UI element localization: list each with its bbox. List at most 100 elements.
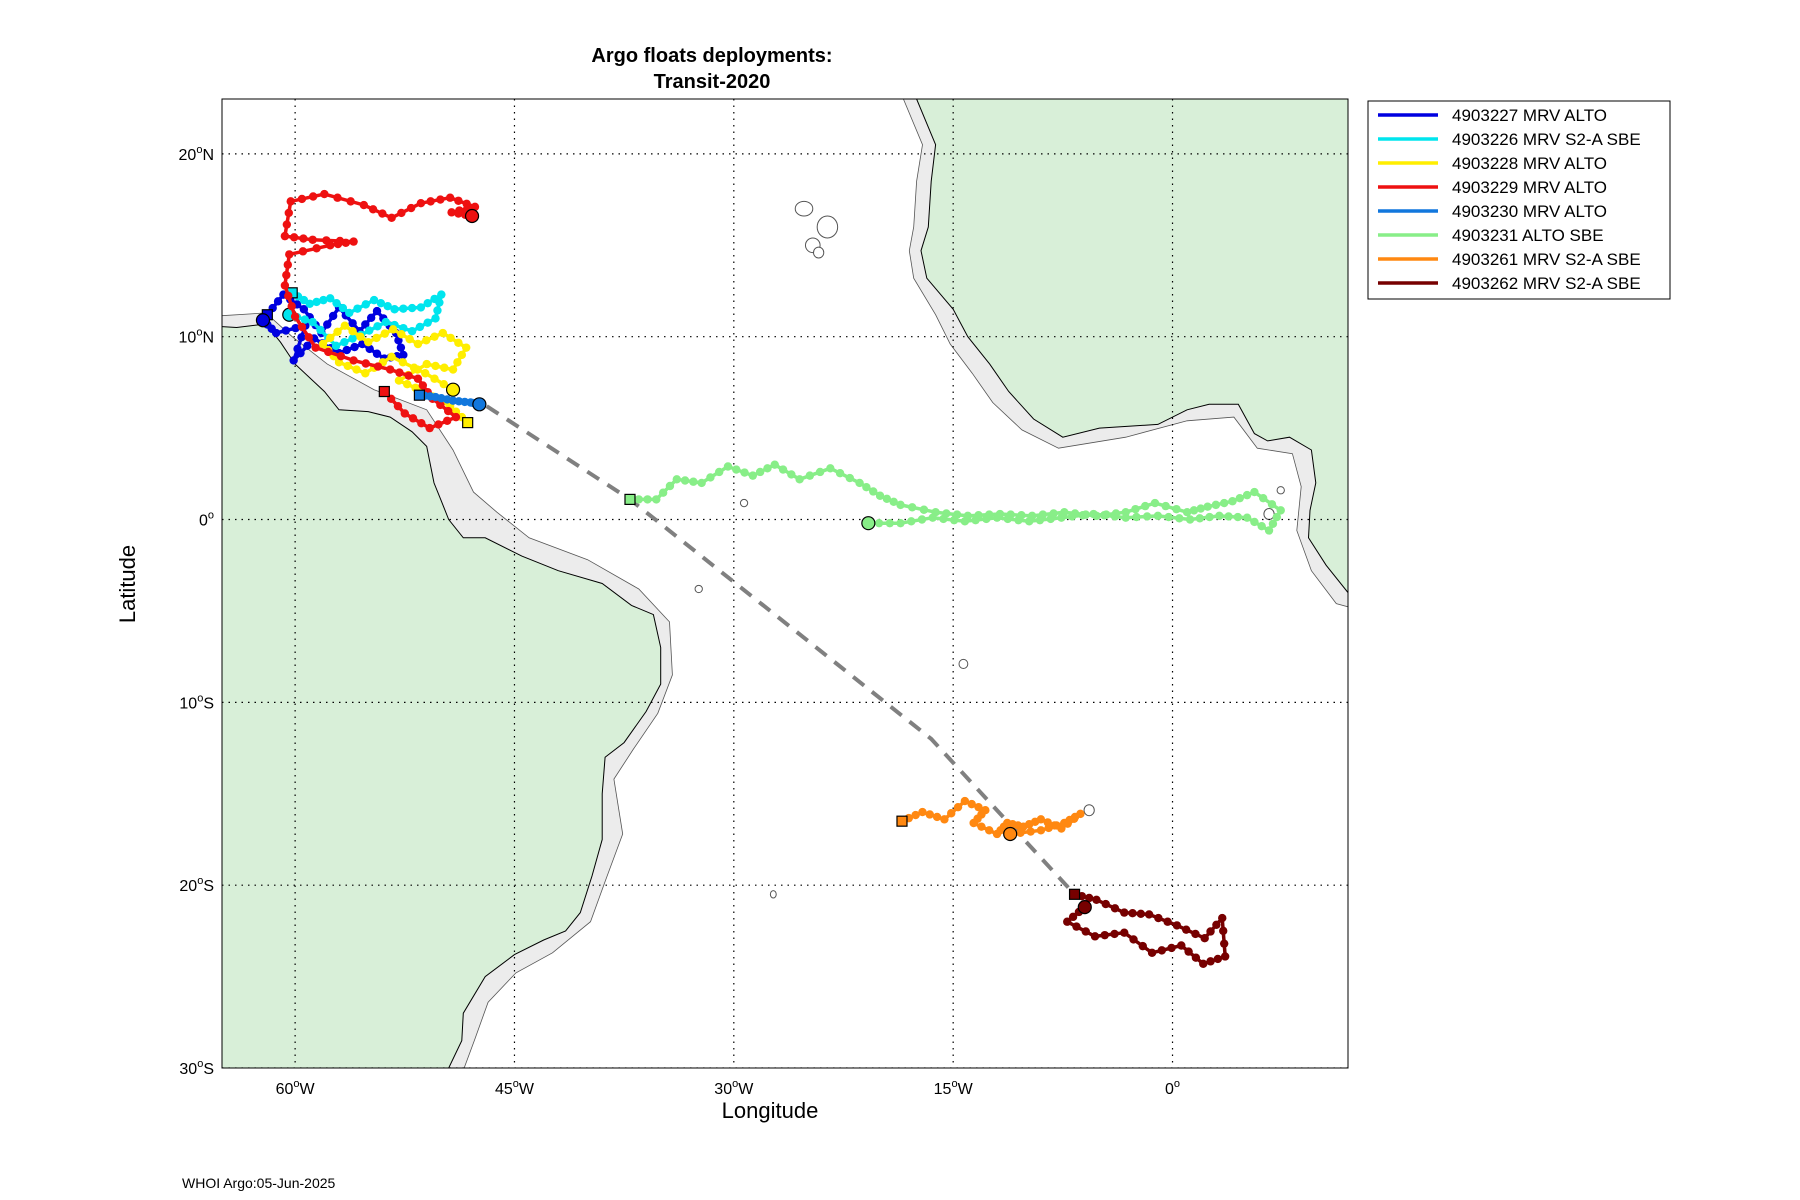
profile-point [969,818,978,828]
profile-point [1215,511,1224,521]
last-position-marker [445,382,461,397]
profile-point [399,304,408,313]
profile-point [398,358,408,367]
profile-point [381,317,390,327]
profile-point [672,475,681,484]
longitude-tick-label: 0o [1165,1078,1180,1098]
deployment-marker [896,815,908,827]
profile-point [723,462,733,471]
profile-point [396,343,406,352]
cruise-track [485,404,1076,896]
profile-point [289,356,298,365]
profile-point [333,327,342,337]
profile-point [440,363,449,372]
profile-point [1264,526,1274,535]
profile-point [422,359,431,369]
profile-point [352,365,361,374]
profile-point [689,477,698,486]
profile-point [340,337,349,347]
profile-point [319,295,328,305]
profile-point [1212,920,1221,929]
profile-point [448,365,458,374]
profile-point [387,213,396,223]
profile-point [312,244,321,253]
land-layer [222,99,1348,1068]
profile-point [425,423,434,433]
profile-point [331,341,341,351]
float-track-4903262 [1063,888,1230,968]
profile-point [284,208,293,218]
profile-point [443,416,452,425]
profile-point [1224,512,1233,521]
profile-point [435,298,444,307]
profile-point [298,247,308,256]
profile-point [436,195,445,204]
profile-point [343,361,352,371]
x-axis-label: Longitude [722,1098,819,1123]
africa-land [916,99,1348,594]
profile-point [1172,504,1181,514]
profile-point [1120,908,1129,917]
profile-point [373,322,382,331]
profile-point [1092,895,1101,904]
profile-point [364,337,373,347]
profile-point [1131,504,1140,514]
profile-point [361,320,370,329]
profile-point [387,352,396,361]
profile-point [1014,515,1023,525]
legend-label: 4903227 MRV ALTO [1452,106,1607,125]
profile-point [345,308,354,318]
profile-point [953,802,963,812]
island-contour [769,890,777,899]
map-title-line-1: Argo floats deployments: [591,45,832,67]
profile-point [280,281,290,290]
legend-entry: 4903227 MRV ALTO [1378,106,1607,125]
profile-point [1258,493,1268,503]
latitude-tick-label: 20oN [179,144,214,164]
profile-point [324,347,333,357]
profile-point [299,234,308,243]
profile-point [1218,913,1227,923]
island-contour [1276,486,1285,495]
profile-point [1164,512,1173,522]
profile-point [336,351,346,361]
longitude-tick-label: 15oW [934,1078,974,1098]
profile-point [397,208,406,218]
profile-point [1138,941,1147,951]
profile-point [971,515,980,525]
profile-point [311,343,320,352]
profile-point [882,494,892,503]
profile-point [418,381,428,390]
profile-point [928,513,937,522]
y-axis-label: Latitude [115,545,140,623]
profile-point [1185,515,1195,524]
profile-point [1175,514,1184,523]
profile-point [1003,514,1012,524]
profile-point [1189,506,1199,515]
profile-point [438,328,448,338]
profile-point [1129,935,1138,944]
profile-point [643,495,652,504]
profile-point [1025,517,1034,526]
profile-point [1154,913,1163,923]
profile-point [282,270,291,280]
legend-label: 4903230 MRV ALTO [1452,202,1607,221]
legend-label: 4903226 MRV S2-A SBE [1452,130,1641,149]
profile-point [1161,501,1170,511]
profile-point [918,807,927,817]
profile-point [462,343,471,352]
profile-point [443,406,453,416]
profile-point [454,338,463,347]
profile-point [763,464,772,473]
profile-point [416,199,426,208]
profile-point [1172,921,1182,930]
profile-point [407,303,417,313]
profile-point [423,298,432,308]
profile-point [451,412,461,422]
profile-point [1100,930,1109,940]
profile-point [1153,511,1163,521]
profile-point [1150,498,1160,508]
legend-label: 4903261 MRV S2-A SBE [1452,250,1641,269]
profile-point [385,365,395,374]
profile-point [333,193,342,202]
